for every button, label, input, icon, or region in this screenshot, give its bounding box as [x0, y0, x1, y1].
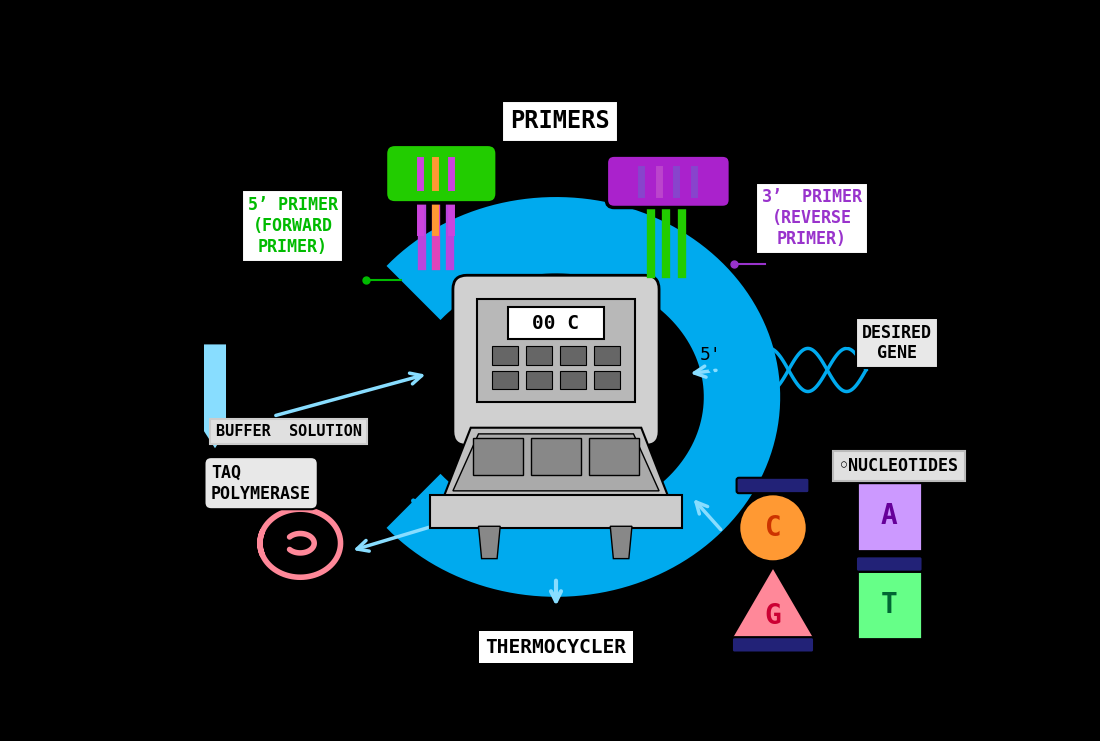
Text: G: G — [764, 602, 781, 631]
FancyBboxPatch shape — [526, 346, 552, 365]
FancyBboxPatch shape — [856, 468, 923, 483]
FancyBboxPatch shape — [526, 370, 552, 389]
FancyBboxPatch shape — [857, 571, 922, 639]
Text: ◦NUCLEOTIDES: ◦NUCLEOTIDES — [839, 457, 959, 475]
Text: 5': 5' — [700, 345, 722, 364]
FancyBboxPatch shape — [560, 370, 586, 389]
FancyBboxPatch shape — [385, 144, 497, 203]
Text: 5’ PRIMER
(FORWARD
PRIMER): 5’ PRIMER (FORWARD PRIMER) — [248, 196, 338, 256]
Text: PRIMERS: PRIMERS — [510, 109, 609, 133]
FancyBboxPatch shape — [594, 370, 620, 389]
Polygon shape — [453, 434, 659, 491]
FancyBboxPatch shape — [453, 275, 659, 445]
FancyBboxPatch shape — [590, 438, 639, 476]
Text: A: A — [881, 502, 898, 531]
FancyBboxPatch shape — [473, 438, 522, 476]
FancyBboxPatch shape — [560, 346, 586, 365]
Polygon shape — [443, 428, 669, 497]
FancyBboxPatch shape — [857, 482, 922, 551]
FancyBboxPatch shape — [606, 155, 730, 207]
Polygon shape — [478, 526, 500, 559]
Text: T: T — [881, 591, 898, 619]
Text: DESIRED
GENE: DESIRED GENE — [862, 324, 932, 362]
Text: TAQ
POLYMERASE: TAQ POLYMERASE — [211, 464, 311, 502]
FancyBboxPatch shape — [856, 556, 923, 572]
Polygon shape — [730, 566, 815, 639]
FancyBboxPatch shape — [531, 438, 581, 476]
Text: THERMOCYCLER: THERMOCYCLER — [485, 638, 627, 657]
FancyBboxPatch shape — [492, 346, 518, 365]
Text: 3’  PRIMER
(REVERSE
PRIMER): 3’ PRIMER (REVERSE PRIMER) — [761, 188, 861, 248]
FancyBboxPatch shape — [594, 346, 620, 365]
Polygon shape — [610, 526, 631, 559]
Text: BUFFER  SOLUTION: BUFFER SOLUTION — [216, 424, 362, 439]
Polygon shape — [202, 343, 228, 451]
FancyBboxPatch shape — [477, 299, 635, 402]
Text: C: C — [764, 514, 781, 542]
FancyBboxPatch shape — [737, 478, 810, 494]
FancyBboxPatch shape — [732, 637, 814, 653]
Text: 3': 3' — [375, 345, 396, 364]
FancyBboxPatch shape — [430, 496, 682, 528]
Text: 00 C: 00 C — [532, 314, 580, 333]
FancyBboxPatch shape — [508, 307, 604, 339]
FancyBboxPatch shape — [492, 370, 518, 389]
Circle shape — [739, 494, 807, 562]
